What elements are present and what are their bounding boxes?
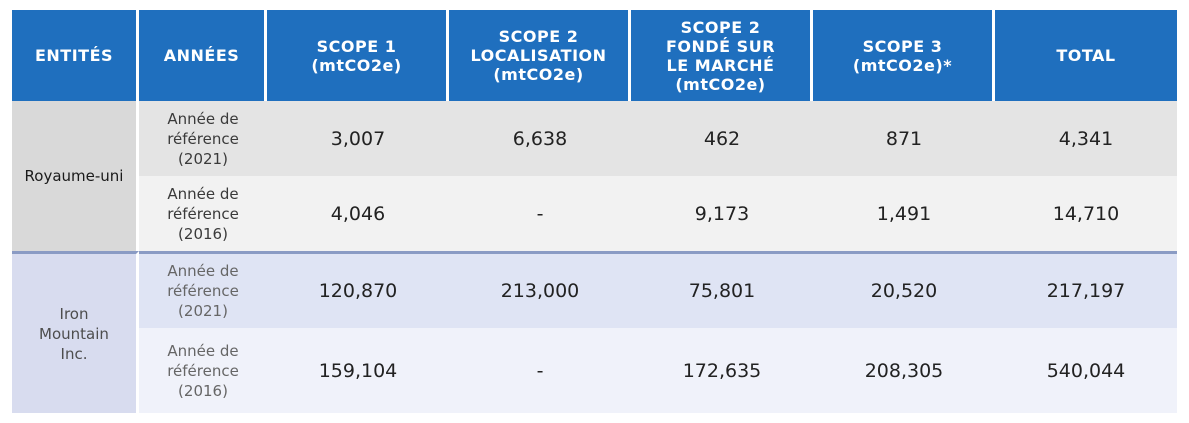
value-cell: 871 bbox=[813, 101, 995, 176]
header-scope2-localisation: SCOPE 2 LOCALISATION (mtCO2e) bbox=[449, 10, 631, 101]
header-scope3: SCOPE 3 (mtCO2e)* bbox=[813, 10, 995, 101]
value-cell: 9,173 bbox=[631, 176, 813, 251]
header-annees: ANNÉES bbox=[139, 10, 267, 101]
value-cell: 75,801 bbox=[631, 251, 813, 328]
value-cell: 14,710 bbox=[995, 176, 1177, 251]
value-cell: 1,491 bbox=[813, 176, 995, 251]
value-cell: 462 bbox=[631, 101, 813, 176]
value-cell: 4,341 bbox=[995, 101, 1177, 176]
value-cell: 159,104 bbox=[267, 328, 449, 413]
header-entites: ENTITÉS bbox=[12, 10, 139, 101]
value-cell: 4,046 bbox=[267, 176, 449, 251]
value-cell: 213,000 bbox=[449, 251, 631, 328]
value-cell: 208,305 bbox=[813, 328, 995, 413]
value-cell: - bbox=[449, 176, 631, 251]
value-cell: - bbox=[449, 328, 631, 413]
value-cell: 3,007 bbox=[267, 101, 449, 176]
entity-royaume-uni: Royaume-uni bbox=[12, 101, 139, 251]
value-cell: 120,870 bbox=[267, 251, 449, 328]
year-cell: Année de référence (2021) bbox=[139, 251, 267, 328]
year-cell: Année de référence (2016) bbox=[139, 328, 267, 413]
year-cell: Année de référence (2021) bbox=[139, 101, 267, 176]
value-cell: 540,044 bbox=[995, 328, 1177, 413]
year-cell: Année de référence (2016) bbox=[139, 176, 267, 251]
value-cell: 20,520 bbox=[813, 251, 995, 328]
header-scope2-marche: SCOPE 2 FONDÉ SUR LE MARCHÉ (mtCO2e) bbox=[631, 10, 813, 101]
header-scope1: SCOPE 1 (mtCO2e) bbox=[267, 10, 449, 101]
emissions-table: ENTITÉS ANNÉES SCOPE 1 (mtCO2e) SCOPE 2 … bbox=[12, 10, 1177, 413]
entity-iron-mountain: Iron Mountain Inc. bbox=[12, 251, 139, 413]
value-cell: 6,638 bbox=[449, 101, 631, 176]
header-total: TOTAL bbox=[995, 10, 1177, 101]
value-cell: 217,197 bbox=[995, 251, 1177, 328]
value-cell: 172,635 bbox=[631, 328, 813, 413]
